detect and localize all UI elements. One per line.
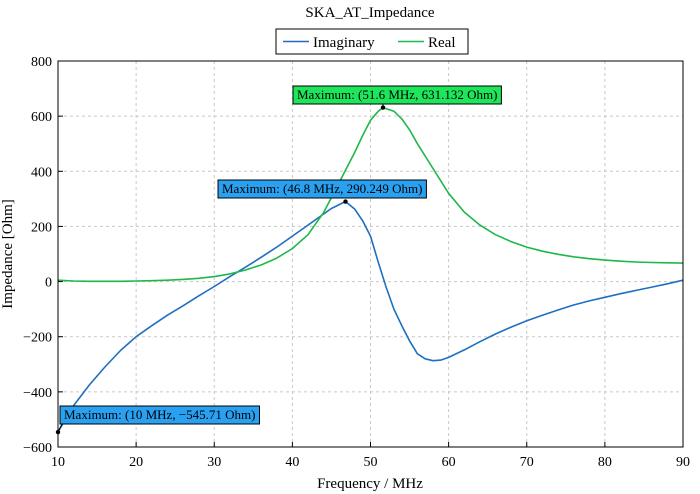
annotation-label: Maximum: (46.8 MHz, 290.249 Ohm) xyxy=(222,181,422,196)
x-tick-label: 50 xyxy=(364,455,378,470)
annotation-marker xyxy=(380,105,386,110)
plot-frame xyxy=(57,60,684,448)
annotation-box xyxy=(59,405,260,425)
axis-ticks: 10 20 30 40 50 60 70 80 90 −600 −400 −200 0 200 400 600… xyxy=(23,55,690,470)
y-tick-label: 400 xyxy=(31,165,52,180)
y-tick-label: 0 xyxy=(45,276,52,291)
chart-title: SKA_AT_Impedance xyxy=(305,5,434,21)
annotation-leader xyxy=(57,423,63,433)
x-tick-label: 60 xyxy=(442,455,456,470)
y-axis-label: Impedance [Ohm] xyxy=(0,199,16,309)
x-tick-label: 40 xyxy=(285,455,299,470)
y-tick-label: −200 xyxy=(23,331,52,346)
x-axis-label: Frequency / MHz xyxy=(317,476,423,492)
series-line-imaginary xyxy=(57,200,684,433)
x-tick-label: 80 xyxy=(598,455,612,470)
legend-label-real: Real xyxy=(428,35,456,51)
series-line-real xyxy=(57,106,684,283)
x-tick-label: 70 xyxy=(520,455,534,470)
series-lines xyxy=(57,106,684,433)
annotation-label: Maximum: (51.6 MHz, 631.132 Ohm) xyxy=(297,87,497,102)
annotation-box xyxy=(217,179,427,199)
annotation-1: Maximum: (51.6 MHz, 631.132 Ohm) xyxy=(292,85,502,110)
annotation-label: Maximum: (10 MHz, −545.71 Ohm) xyxy=(64,407,255,422)
annotation-3: Maximum: (10 MHz, −545.71 Ohm) xyxy=(55,405,260,435)
y-tick-label: 800 xyxy=(31,55,52,70)
grid xyxy=(58,61,683,447)
x-tick-label: 30 xyxy=(207,455,221,470)
annotation-2: Maximum: (46.8 MHz, 290.249 Ohm) xyxy=(217,179,427,204)
legend: Imaginary Real xyxy=(275,28,469,55)
annotation-marker xyxy=(343,199,348,204)
y-tick-label: 200 xyxy=(31,220,52,235)
x-tick-label: 20 xyxy=(129,455,143,470)
annotations: Maximum: (51.6 MHz, 631.132 Ohm) Maximum:… xyxy=(55,85,502,435)
legend-label-imaginary: Imaginary xyxy=(313,35,375,51)
x-tick-label: 90 xyxy=(676,455,690,470)
y-tick-label: −400 xyxy=(23,386,52,401)
annotation-box xyxy=(292,85,502,105)
y-tick-label: −600 xyxy=(23,441,52,456)
y-tick-label: 600 xyxy=(31,110,52,125)
x-tick-label: 10 xyxy=(51,455,65,470)
